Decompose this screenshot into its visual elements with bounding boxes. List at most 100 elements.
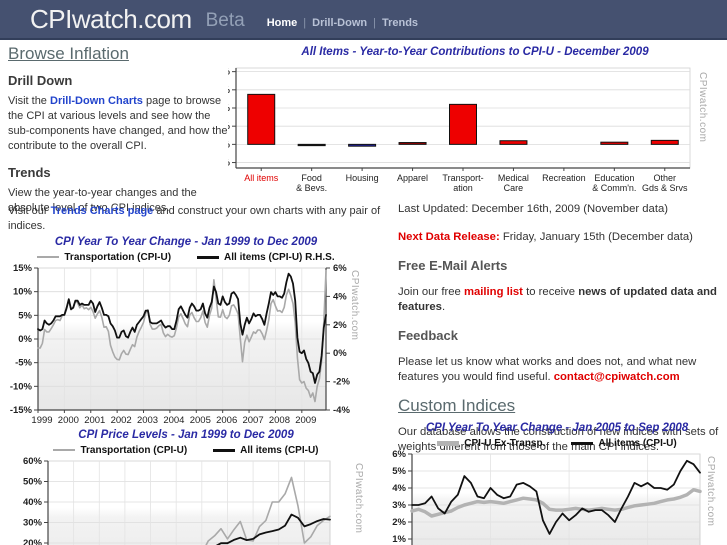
yoy-chart-legend: Transportation (CPI-U) All items (CPI-U) …: [8, 250, 364, 264]
legend-item: Transportation (CPI-U): [37, 252, 171, 263]
feedback-heading: Feedback: [398, 328, 458, 343]
contributions-bar-chart: All Items - Year-to-Year Contributions t…: [228, 46, 722, 198]
legend-line-swatch: [37, 256, 60, 258]
svg-text:-5%: -5%: [15, 358, 32, 369]
svg-text:& Bevs.: & Bevs.: [296, 183, 327, 193]
svg-text:3%: 3%: [228, 85, 231, 96]
contact-email-link[interactable]: contact@cpiwatch.com: [553, 371, 680, 383]
drill-down-heading: Drill Down: [8, 73, 73, 88]
extransp-chart-legend: CPI-U Ex-Transp. All items (CPI-U): [392, 436, 722, 450]
legend-line-swatch: [53, 449, 76, 451]
svg-text:ation: ation: [453, 183, 473, 193]
beta-badge: Beta: [205, 10, 245, 31]
legend-label: Transportation (CPI-U): [64, 251, 172, 263]
svg-text:30%: 30%: [23, 518, 43, 529]
custom-indices-paragraph: Our database allows the construction of …: [398, 426, 719, 453]
legend-label: All items (CPI-U) R.H.S.: [224, 251, 335, 263]
svg-text:4%: 4%: [392, 483, 406, 494]
nav-separator: |: [303, 17, 307, 29]
nav-separator: |: [373, 17, 376, 29]
svg-text:-10%: -10%: [10, 381, 33, 392]
svg-text:0%: 0%: [18, 334, 32, 345]
main-nav: Home | Drill-Down | Trends: [267, 17, 418, 29]
trends-heading: Trends: [8, 165, 51, 180]
svg-text:3%: 3%: [392, 500, 406, 511]
svg-text:2005: 2005: [190, 415, 211, 426]
svg-text:-4%: -4%: [333, 405, 350, 416]
legend-label: CPI-U Ex-Transp.: [464, 437, 546, 449]
svg-text:4%: 4%: [333, 291, 347, 302]
svg-text:5%: 5%: [18, 310, 32, 321]
svg-text:CPIwatch.com: CPIwatch.com: [349, 270, 360, 340]
svg-text:1999: 1999: [31, 415, 52, 426]
site-logo[interactable]: CPIwatch.com: [30, 3, 192, 34]
legend-line-swatch: [571, 441, 594, 445]
svg-text:2%: 2%: [392, 517, 406, 528]
svg-text:1%: 1%: [228, 121, 231, 132]
svg-text:2009: 2009: [295, 415, 316, 426]
bar-chart-title: All Items - Year-to-Year Contributions t…: [301, 46, 649, 58]
browse-inflation-heading: Browse Inflation: [8, 44, 129, 63]
svg-text:4%: 4%: [228, 67, 231, 78]
svg-text:Apparel: Apparel: [397, 173, 428, 183]
svg-text:15%: 15%: [13, 264, 33, 274]
legend-item: All items (CPI-U): [213, 445, 319, 456]
header: CPIwatch.com Beta Home | Drill-Down | Trends: [0, 0, 727, 40]
mailing-list-link[interactable]: mailing list: [463, 286, 523, 298]
svg-text:2%: 2%: [333, 320, 347, 331]
svg-text:-1%: -1%: [228, 158, 231, 169]
browse-inflation-section: Browse Inflation Drill Down Visit the Dr…: [8, 44, 398, 227]
nav-home[interactable]: Home: [266, 17, 298, 29]
svg-text:CPIwatch.com: CPIwatch.com: [697, 72, 708, 142]
drill-down-charts-link[interactable]: Drill-Down Charts: [50, 95, 143, 107]
legend-label: All items (CPI-U): [598, 437, 677, 449]
trends-charts-link[interactable]: Trends Charts page: [50, 205, 154, 217]
svg-text:10%: 10%: [13, 287, 33, 298]
nav-trends[interactable]: Trends: [381, 17, 419, 29]
svg-text:2002: 2002: [111, 415, 132, 426]
yoy-chart-plot: 15% 10% 5% 0% -5% -10% -15% 6% 4% 2% 0% -2% -4% 1999 2…: [8, 264, 364, 430]
svg-text:CPIwatch.com: CPIwatch.com: [705, 456, 716, 526]
extransp-chart-title: CPI Year To Year Change - Jan 2005 to Se…: [425, 422, 689, 434]
levels-chart-title: CPI Price Levels - Jan 1999 to Dec 2009: [78, 429, 294, 441]
drill-down-paragraph: Visit the Drill-Down Charts page to brow…: [8, 95, 228, 152]
extransp-chart-plot: 6% 5% 4% 3% 2% 1% CPIwatch.com: [392, 450, 722, 545]
svg-text:40%: 40%: [23, 497, 43, 508]
svg-text:0%: 0%: [333, 348, 347, 359]
svg-text:Care: Care: [504, 183, 524, 193]
legend-line-swatch: [197, 255, 220, 259]
bar-chart-plot: 4% 3% 2% 1% 0% -1% All items Food& Bevs. Housing…: [228, 60, 722, 198]
legend-line-swatch: [437, 440, 460, 446]
levels-chart-legend: Transportation (CPI-U) All items (CPI-U): [8, 443, 364, 457]
svg-text:6%: 6%: [392, 450, 406, 460]
svg-text:Medical: Medical: [498, 173, 529, 183]
email-alerts-paragraph: Join our free mailing list to receive ne…: [398, 286, 717, 313]
price-levels-chart: CPI Price Levels - Jan 1999 to Dec 2009 …: [8, 429, 364, 545]
svg-text:2001: 2001: [84, 415, 105, 426]
svg-text:6%: 6%: [333, 264, 347, 274]
right-column: Last Updated: December 16th, 2009 (Novem…: [398, 202, 727, 468]
svg-text:Housing: Housing: [346, 173, 379, 183]
svg-text:Other: Other: [654, 173, 677, 183]
ex-transport-chart: CPI Year To Year Change - Jan 2005 to Se…: [392, 422, 722, 545]
svg-text:5%: 5%: [392, 466, 406, 477]
svg-text:Food: Food: [301, 173, 322, 183]
svg-text:-2%: -2%: [333, 377, 350, 388]
legend-item: All items (CPI-U) R.H.S.: [197, 252, 335, 263]
svg-text:Transport-: Transport-: [442, 173, 483, 183]
svg-text:2006: 2006: [216, 415, 237, 426]
svg-text:60%: 60%: [23, 457, 43, 467]
svg-text:Gds & Srvs: Gds & Srvs: [642, 183, 688, 193]
levels-chart-plot: 60%50%40%30%20%10%0%CPIwatch.com: [8, 457, 364, 545]
legend-item: All items (CPI-U): [571, 437, 677, 449]
legend-line-swatch: [213, 448, 236, 452]
svg-text:2007: 2007: [242, 415, 263, 426]
next-release-text: Next Data Release: Friday, January 15th …: [398, 231, 693, 243]
svg-text:2003: 2003: [137, 415, 158, 426]
svg-text:Recreation: Recreation: [542, 173, 586, 183]
nav-drill-down[interactable]: Drill-Down: [312, 17, 368, 29]
svg-text:50%: 50%: [23, 477, 43, 488]
legend-item: Transportation (CPI-U): [53, 445, 187, 456]
email-alerts-heading: Free E-Mail Alerts: [398, 258, 508, 273]
